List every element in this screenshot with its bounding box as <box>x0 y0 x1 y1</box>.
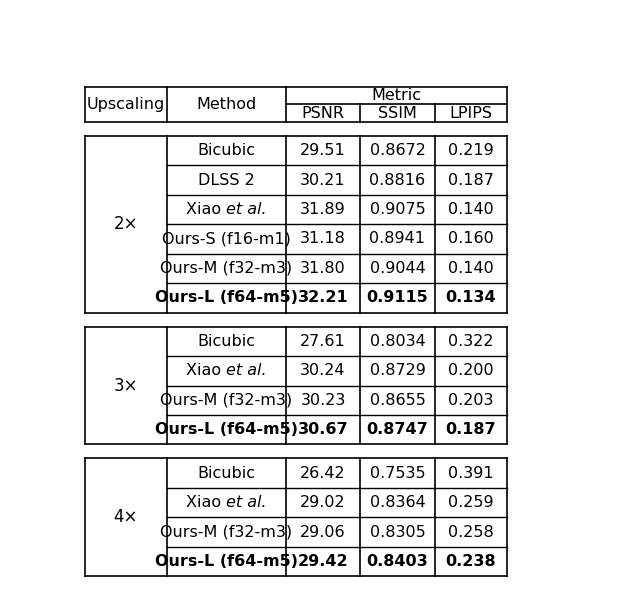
Text: 0.8655: 0.8655 <box>369 393 426 408</box>
Text: 4×: 4× <box>114 508 138 526</box>
Text: 0.8364: 0.8364 <box>369 495 426 510</box>
Text: 0.8729: 0.8729 <box>369 364 426 378</box>
Text: 26.42: 26.42 <box>300 466 346 481</box>
Text: 27.61: 27.61 <box>300 334 346 349</box>
Text: et al.: et al. <box>227 495 267 510</box>
Text: PSNR: PSNR <box>301 106 344 121</box>
Text: Ours-L (f64-m5): Ours-L (f64-m5) <box>155 422 298 437</box>
Text: SSIM: SSIM <box>378 106 417 121</box>
Text: 0.219: 0.219 <box>448 143 493 158</box>
Text: Xiao: Xiao <box>186 202 227 217</box>
Text: 0.8816: 0.8816 <box>369 172 426 188</box>
Text: 30.67: 30.67 <box>298 422 348 437</box>
Text: 29.02: 29.02 <box>300 495 346 510</box>
Text: 31.89: 31.89 <box>300 202 346 217</box>
Text: 3×: 3× <box>114 376 138 395</box>
Text: Ours-M (f32-m3): Ours-M (f32-m3) <box>160 393 292 408</box>
Text: 29.42: 29.42 <box>298 554 348 569</box>
Text: 31.18: 31.18 <box>300 231 346 246</box>
Text: et al.: et al. <box>227 364 267 378</box>
Text: 2×: 2× <box>114 215 138 233</box>
Text: 0.160: 0.160 <box>448 231 493 246</box>
Text: 0.187: 0.187 <box>445 422 496 437</box>
Text: Ours-S (f16-m1): Ours-S (f16-m1) <box>162 231 291 246</box>
Text: Xiao: Xiao <box>186 495 227 510</box>
Text: DLSS 2: DLSS 2 <box>198 172 255 188</box>
Text: 30.24: 30.24 <box>300 364 346 378</box>
Text: 0.8403: 0.8403 <box>367 554 428 569</box>
Text: 0.8747: 0.8747 <box>367 422 428 437</box>
Text: 0.7535: 0.7535 <box>370 466 425 481</box>
Text: 0.187: 0.187 <box>447 172 493 188</box>
Text: 31.80: 31.80 <box>300 261 346 276</box>
Text: 0.8034: 0.8034 <box>369 334 426 349</box>
Text: 0.140: 0.140 <box>448 202 493 217</box>
Text: Ours-L (f64-m5): Ours-L (f64-m5) <box>155 554 298 569</box>
Text: 0.258: 0.258 <box>448 524 493 540</box>
Text: 0.9044: 0.9044 <box>369 261 426 276</box>
Text: LPIPS: LPIPS <box>449 106 492 121</box>
Text: 0.8305: 0.8305 <box>369 524 426 540</box>
Text: Ours-L (f64-m5): Ours-L (f64-m5) <box>155 290 298 305</box>
Text: 0.9115: 0.9115 <box>367 290 428 305</box>
Text: 0.8941: 0.8941 <box>369 231 426 246</box>
Text: Ours-M (f32-m3): Ours-M (f32-m3) <box>160 524 292 540</box>
Text: 0.134: 0.134 <box>445 290 496 305</box>
Text: 0.238: 0.238 <box>445 554 496 569</box>
Text: 0.203: 0.203 <box>448 393 493 408</box>
Text: Ours-M (f32-m3): Ours-M (f32-m3) <box>160 261 292 276</box>
Text: 30.23: 30.23 <box>300 393 346 408</box>
Text: 0.9075: 0.9075 <box>369 202 426 217</box>
Text: 0.391: 0.391 <box>448 466 493 481</box>
Text: Bicubic: Bicubic <box>197 143 255 158</box>
Text: Bicubic: Bicubic <box>197 334 255 349</box>
Text: Metric: Metric <box>371 88 421 103</box>
Text: 0.259: 0.259 <box>448 495 493 510</box>
Text: Bicubic: Bicubic <box>197 466 255 481</box>
Text: 32.21: 32.21 <box>298 290 348 305</box>
Text: 0.140: 0.140 <box>448 261 493 276</box>
Text: 29.51: 29.51 <box>300 143 346 158</box>
Text: Upscaling: Upscaling <box>87 97 165 112</box>
Text: 0.8672: 0.8672 <box>369 143 426 158</box>
Text: 0.322: 0.322 <box>448 334 493 349</box>
Text: 30.21: 30.21 <box>300 172 346 188</box>
Text: et al.: et al. <box>227 202 267 217</box>
Text: 0.200: 0.200 <box>448 364 493 378</box>
Text: Xiao: Xiao <box>186 364 227 378</box>
Text: 29.06: 29.06 <box>300 524 346 540</box>
Text: Method: Method <box>196 97 257 112</box>
